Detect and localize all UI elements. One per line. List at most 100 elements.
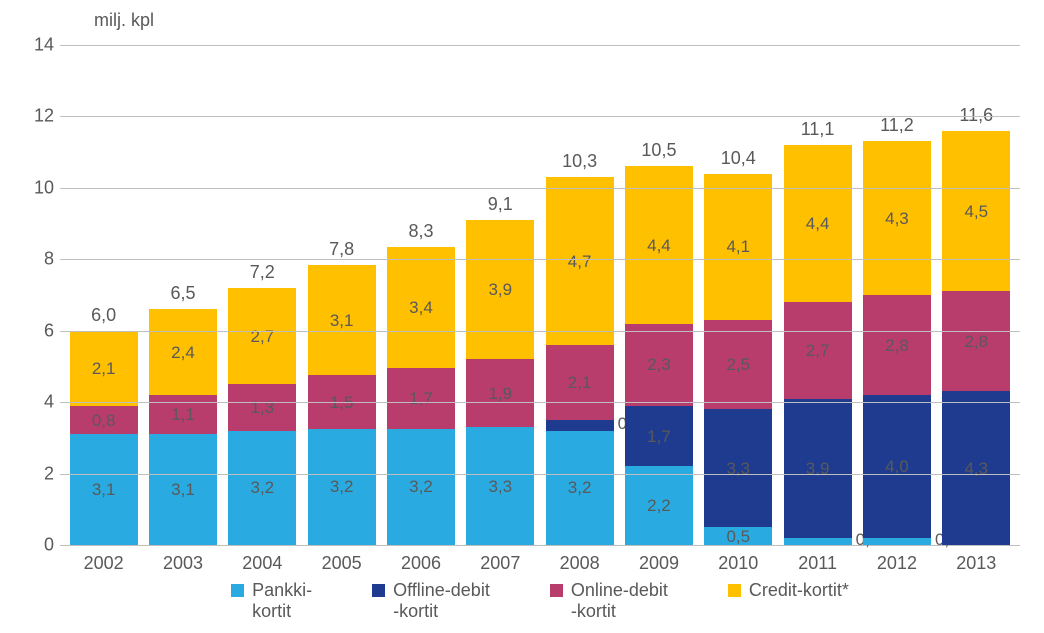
segment-value-label: 0,8	[92, 412, 116, 429]
bar-segment-pankki: 3,1	[70, 434, 138, 545]
gridline	[60, 474, 1020, 475]
segment-value-label: 4,0	[885, 458, 909, 475]
stacked-bar: 3,31,93,99,1	[466, 220, 534, 545]
stacked-bar: 3,21,53,17,8	[308, 265, 376, 545]
bar-segment-pankki	[784, 538, 852, 545]
bar-total-label: 8,3	[387, 221, 455, 242]
bar-segment-online: 1,3	[228, 384, 296, 430]
bar-segment-credit: 4,4	[784, 145, 852, 302]
legend-label: Offline-debit -kortit	[393, 580, 490, 621]
bar-total-label: 11,1	[784, 119, 852, 140]
x-tick-label: 2009	[619, 553, 698, 574]
x-tick-label: 2010	[699, 553, 778, 574]
stacked-bar: 3,10,82,16,0	[70, 331, 138, 545]
segment-value-label: 3,2	[409, 478, 433, 495]
bar-segment-offline: 4,0	[863, 395, 931, 538]
segment-value-label: 4,1	[726, 238, 750, 255]
x-tick-label: 2007	[461, 553, 540, 574]
bar-total-label: 10,4	[704, 148, 772, 169]
gridline	[60, 402, 1020, 403]
bar-group: 3,11,12,46,52003	[143, 309, 222, 545]
legend-swatch	[372, 584, 385, 597]
segment-value-label: 2,7	[806, 342, 830, 359]
legend-swatch	[231, 584, 244, 597]
segment-value-label: 3,1	[330, 312, 354, 329]
bar-segment-credit: 2,7	[228, 288, 296, 384]
bar-total-label: 7,8	[308, 239, 376, 260]
stacked-bar: 0,53,32,54,110,4	[704, 174, 772, 545]
bar-segment-pankki: 3,2	[308, 429, 376, 545]
legend-item: Credit-kortit*	[728, 580, 849, 621]
segment-value-label: 3,2	[250, 479, 274, 496]
segment-value-label: 4,7	[568, 253, 592, 270]
legend-label: Online-debit -kortit	[571, 580, 668, 621]
bar-segment-credit: 4,3	[863, 141, 931, 295]
stacked-bar: 3,92,74,411,10,2	[784, 145, 852, 545]
gridline	[60, 116, 1020, 117]
legend-swatch	[728, 584, 741, 597]
bar-segment-offline: 1,7	[625, 406, 693, 467]
x-tick-label: 2003	[143, 553, 222, 574]
y-tick-label: 12	[14, 106, 54, 127]
bar-group: 3,21,73,48,32006	[381, 247, 460, 545]
bar-segment-offline	[546, 420, 614, 431]
segment-value-label: 1,9	[488, 385, 512, 402]
legend-item: Online-debit -kortit	[550, 580, 668, 621]
bar-total-label: 10,5	[625, 140, 693, 161]
segment-value-label: 2,2	[647, 497, 671, 514]
bar-segment-offline: 4,3	[942, 391, 1010, 545]
legend-label: Pankki- kortit	[252, 580, 312, 621]
bar-group: 3,92,74,411,10,22011	[778, 145, 857, 545]
gridline	[60, 188, 1020, 189]
stacked-bar: 3,22,14,710,30,3	[546, 177, 614, 545]
bar-segment-credit: 4,1	[704, 174, 772, 320]
x-tick-label: 2011	[778, 553, 857, 574]
y-axis-unit-label: milj. kpl	[94, 10, 154, 31]
y-tick-label: 6	[14, 320, 54, 341]
segment-value-label: 3,1	[171, 481, 195, 498]
gridline	[60, 331, 1020, 332]
bar-segment-online: 1,9	[466, 359, 534, 427]
bar-segment-online: 1,7	[387, 368, 455, 429]
gridline	[60, 259, 1020, 260]
segment-value-label: 2,4	[171, 344, 195, 361]
y-tick-label: 4	[14, 392, 54, 413]
y-tick-label: 0	[14, 535, 54, 556]
segment-value-label: 1,7	[409, 390, 433, 407]
x-tick-label: 2002	[64, 553, 143, 574]
stacked-bar: 4,02,84,311,20,2	[863, 141, 931, 545]
legend-label: Credit-kortit*	[749, 580, 849, 601]
x-tick-label: 2005	[302, 553, 381, 574]
segment-value-label: 2,8	[885, 337, 909, 354]
legend-item: Pankki- kortit	[231, 580, 312, 621]
bar-total-label: 7,2	[228, 262, 296, 283]
bar-segment-pankki: 3,1	[149, 434, 217, 545]
segment-value-label: 4,4	[806, 215, 830, 232]
bars-container: 3,10,82,16,020023,11,12,46,520033,21,32,…	[60, 45, 1020, 545]
bar-segment-online: 0,8	[70, 406, 138, 435]
plot-area: 3,10,82,16,020023,11,12,46,520033,21,32,…	[60, 45, 1020, 546]
segment-value-label: 3,1	[92, 481, 116, 498]
bar-group: 3,21,53,17,82005	[302, 265, 381, 545]
bar-segment-offline: 3,9	[784, 399, 852, 538]
y-tick-label: 2	[14, 463, 54, 484]
bar-total-label: 11,2	[863, 115, 931, 136]
segment-value-label: 2,5	[726, 356, 750, 373]
segment-value-label: 2,1	[568, 374, 592, 391]
segment-value-label: 2,8	[964, 333, 988, 350]
segment-value-label: 1,1	[171, 406, 195, 423]
bar-group: 4,32,84,511,62013	[937, 131, 1016, 545]
segment-value-label: 3,2	[568, 479, 592, 496]
chart-container: milj. kpl 3,10,82,16,020023,11,12,46,520…	[0, 0, 1044, 633]
y-tick-label: 8	[14, 249, 54, 270]
x-tick-label: 2013	[937, 553, 1016, 574]
stacked-bar: 2,21,72,34,410,5	[625, 166, 693, 545]
stacked-bar: 4,32,84,511,6	[942, 131, 1010, 545]
segment-value-label: 0,5	[726, 528, 750, 545]
bar-segment-online: 1,1	[149, 395, 217, 434]
bar-total-label: 6,5	[149, 283, 217, 304]
segment-value-label: 2,3	[647, 356, 671, 373]
legend-item: Offline-debit -kortit	[372, 580, 490, 621]
bar-segment-credit: 3,9	[466, 220, 534, 359]
bar-group: 3,10,82,16,02002	[64, 331, 143, 545]
